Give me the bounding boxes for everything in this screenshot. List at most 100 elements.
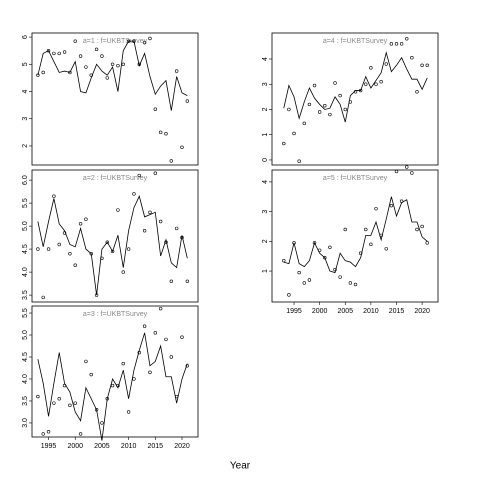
obs-point	[153, 107, 157, 111]
obs-point	[333, 81, 337, 85]
y-tick-label: 5.0	[22, 221, 29, 231]
obs-point	[338, 93, 342, 98]
obs-point	[317, 110, 322, 114]
obs-point	[180, 335, 184, 339]
obs-point	[389, 42, 394, 46]
y-tick-label: 3.0	[22, 418, 29, 428]
obs-point	[36, 247, 40, 251]
obs-point	[84, 65, 88, 69]
panel-frame	[31, 305, 199, 438]
obs-point	[46, 430, 51, 434]
obs-point	[364, 227, 368, 232]
y-tick-label: 6.0	[22, 175, 29, 185]
panel-title: a=4 : f=UKBTSurvey	[323, 38, 388, 45]
panel-title: a=5 : f=UKBTSurvey	[323, 175, 388, 182]
obs-point	[62, 50, 67, 54]
obs-point	[105, 76, 109, 80]
obs-point	[126, 410, 131, 414]
obs-point	[174, 226, 179, 231]
obs-point	[384, 62, 388, 66]
obs-point	[148, 36, 152, 41]
obs-point	[410, 171, 414, 175]
y-tick-label: 4	[262, 180, 269, 184]
obs-point	[169, 355, 174, 359]
obs-point	[287, 107, 291, 112]
y-tick-label: 2	[262, 107, 269, 111]
obs-point	[169, 159, 174, 163]
obs-point	[185, 279, 190, 284]
obs-point	[52, 401, 56, 405]
obs-point	[415, 227, 419, 232]
obs-point	[302, 121, 306, 126]
x-tick-label: 1995	[41, 443, 57, 450]
obs-point	[57, 242, 61, 247]
obs-point	[52, 51, 56, 56]
obs-point	[384, 247, 388, 251]
obs-point	[343, 227, 347, 232]
obs-point	[333, 267, 337, 272]
panel-title: a=1 : f=UKBTSurvey	[83, 38, 148, 45]
obs-point	[405, 37, 409, 41]
x-tick-label: 2010	[121, 443, 137, 450]
obs-point	[84, 359, 88, 364]
obs-point	[364, 82, 368, 86]
obs-point	[164, 337, 168, 342]
obs-point	[105, 240, 109, 244]
obs-point	[132, 377, 136, 381]
obs-point	[297, 159, 301, 163]
obs-point	[68, 252, 72, 256]
obs-point	[78, 54, 83, 58]
obs-point	[148, 210, 152, 215]
obs-point	[328, 245, 332, 249]
obs-point	[323, 103, 327, 108]
obs-point	[110, 249, 115, 254]
obs-point	[36, 394, 40, 399]
obs-point	[41, 432, 45, 436]
y-tick-label: 2	[262, 239, 269, 243]
obs-point	[116, 208, 120, 212]
obs-point	[158, 306, 163, 311]
obs-point	[410, 56, 414, 60]
x-tick-label: 2000	[67, 443, 83, 450]
obs-point	[46, 48, 51, 53]
panel-frame	[31, 169, 199, 303]
x-tick-label: 2005	[337, 308, 353, 315]
x-tick-label: 2015	[148, 443, 164, 450]
obs-point	[153, 171, 157, 175]
obs-point	[158, 130, 163, 135]
fit-line	[37, 195, 188, 296]
y-tick-label: 3	[262, 210, 269, 214]
obs-point	[68, 403, 72, 408]
obs-point	[41, 70, 45, 75]
panel-title: a=3 : f=UKBTSurvey	[83, 311, 148, 318]
obs-point	[425, 63, 429, 68]
obs-point	[46, 247, 51, 251]
y-tick-label: 3	[262, 82, 269, 86]
obs-point	[148, 370, 152, 375]
obs-point	[394, 42, 399, 46]
obs-point	[126, 247, 131, 251]
fit-line	[37, 332, 188, 441]
obs-point	[297, 270, 301, 275]
obs-point	[369, 66, 373, 70]
y-tick-label: 4	[22, 89, 29, 93]
x-tick-label: 2020	[174, 443, 190, 450]
obs-point	[312, 83, 317, 88]
x-tick-label: 2015	[389, 308, 405, 315]
x-tick-label: 2010	[363, 308, 379, 315]
obs-point	[328, 112, 332, 117]
y-tick-label: 2	[22, 144, 29, 148]
obs-point	[420, 224, 424, 229]
obs-point	[73, 401, 77, 405]
y-tick-label: 4.5	[22, 244, 29, 254]
y-tick-label: 1	[262, 133, 269, 137]
obs-point	[302, 281, 306, 285]
panel-frame	[31, 32, 199, 166]
obs-point	[41, 295, 45, 300]
obs-point	[116, 63, 120, 68]
obs-point	[180, 145, 184, 150]
fit-line	[283, 51, 428, 123]
x-tick-label: 2020	[414, 308, 430, 315]
y-tick-label: 3.5	[22, 290, 29, 300]
